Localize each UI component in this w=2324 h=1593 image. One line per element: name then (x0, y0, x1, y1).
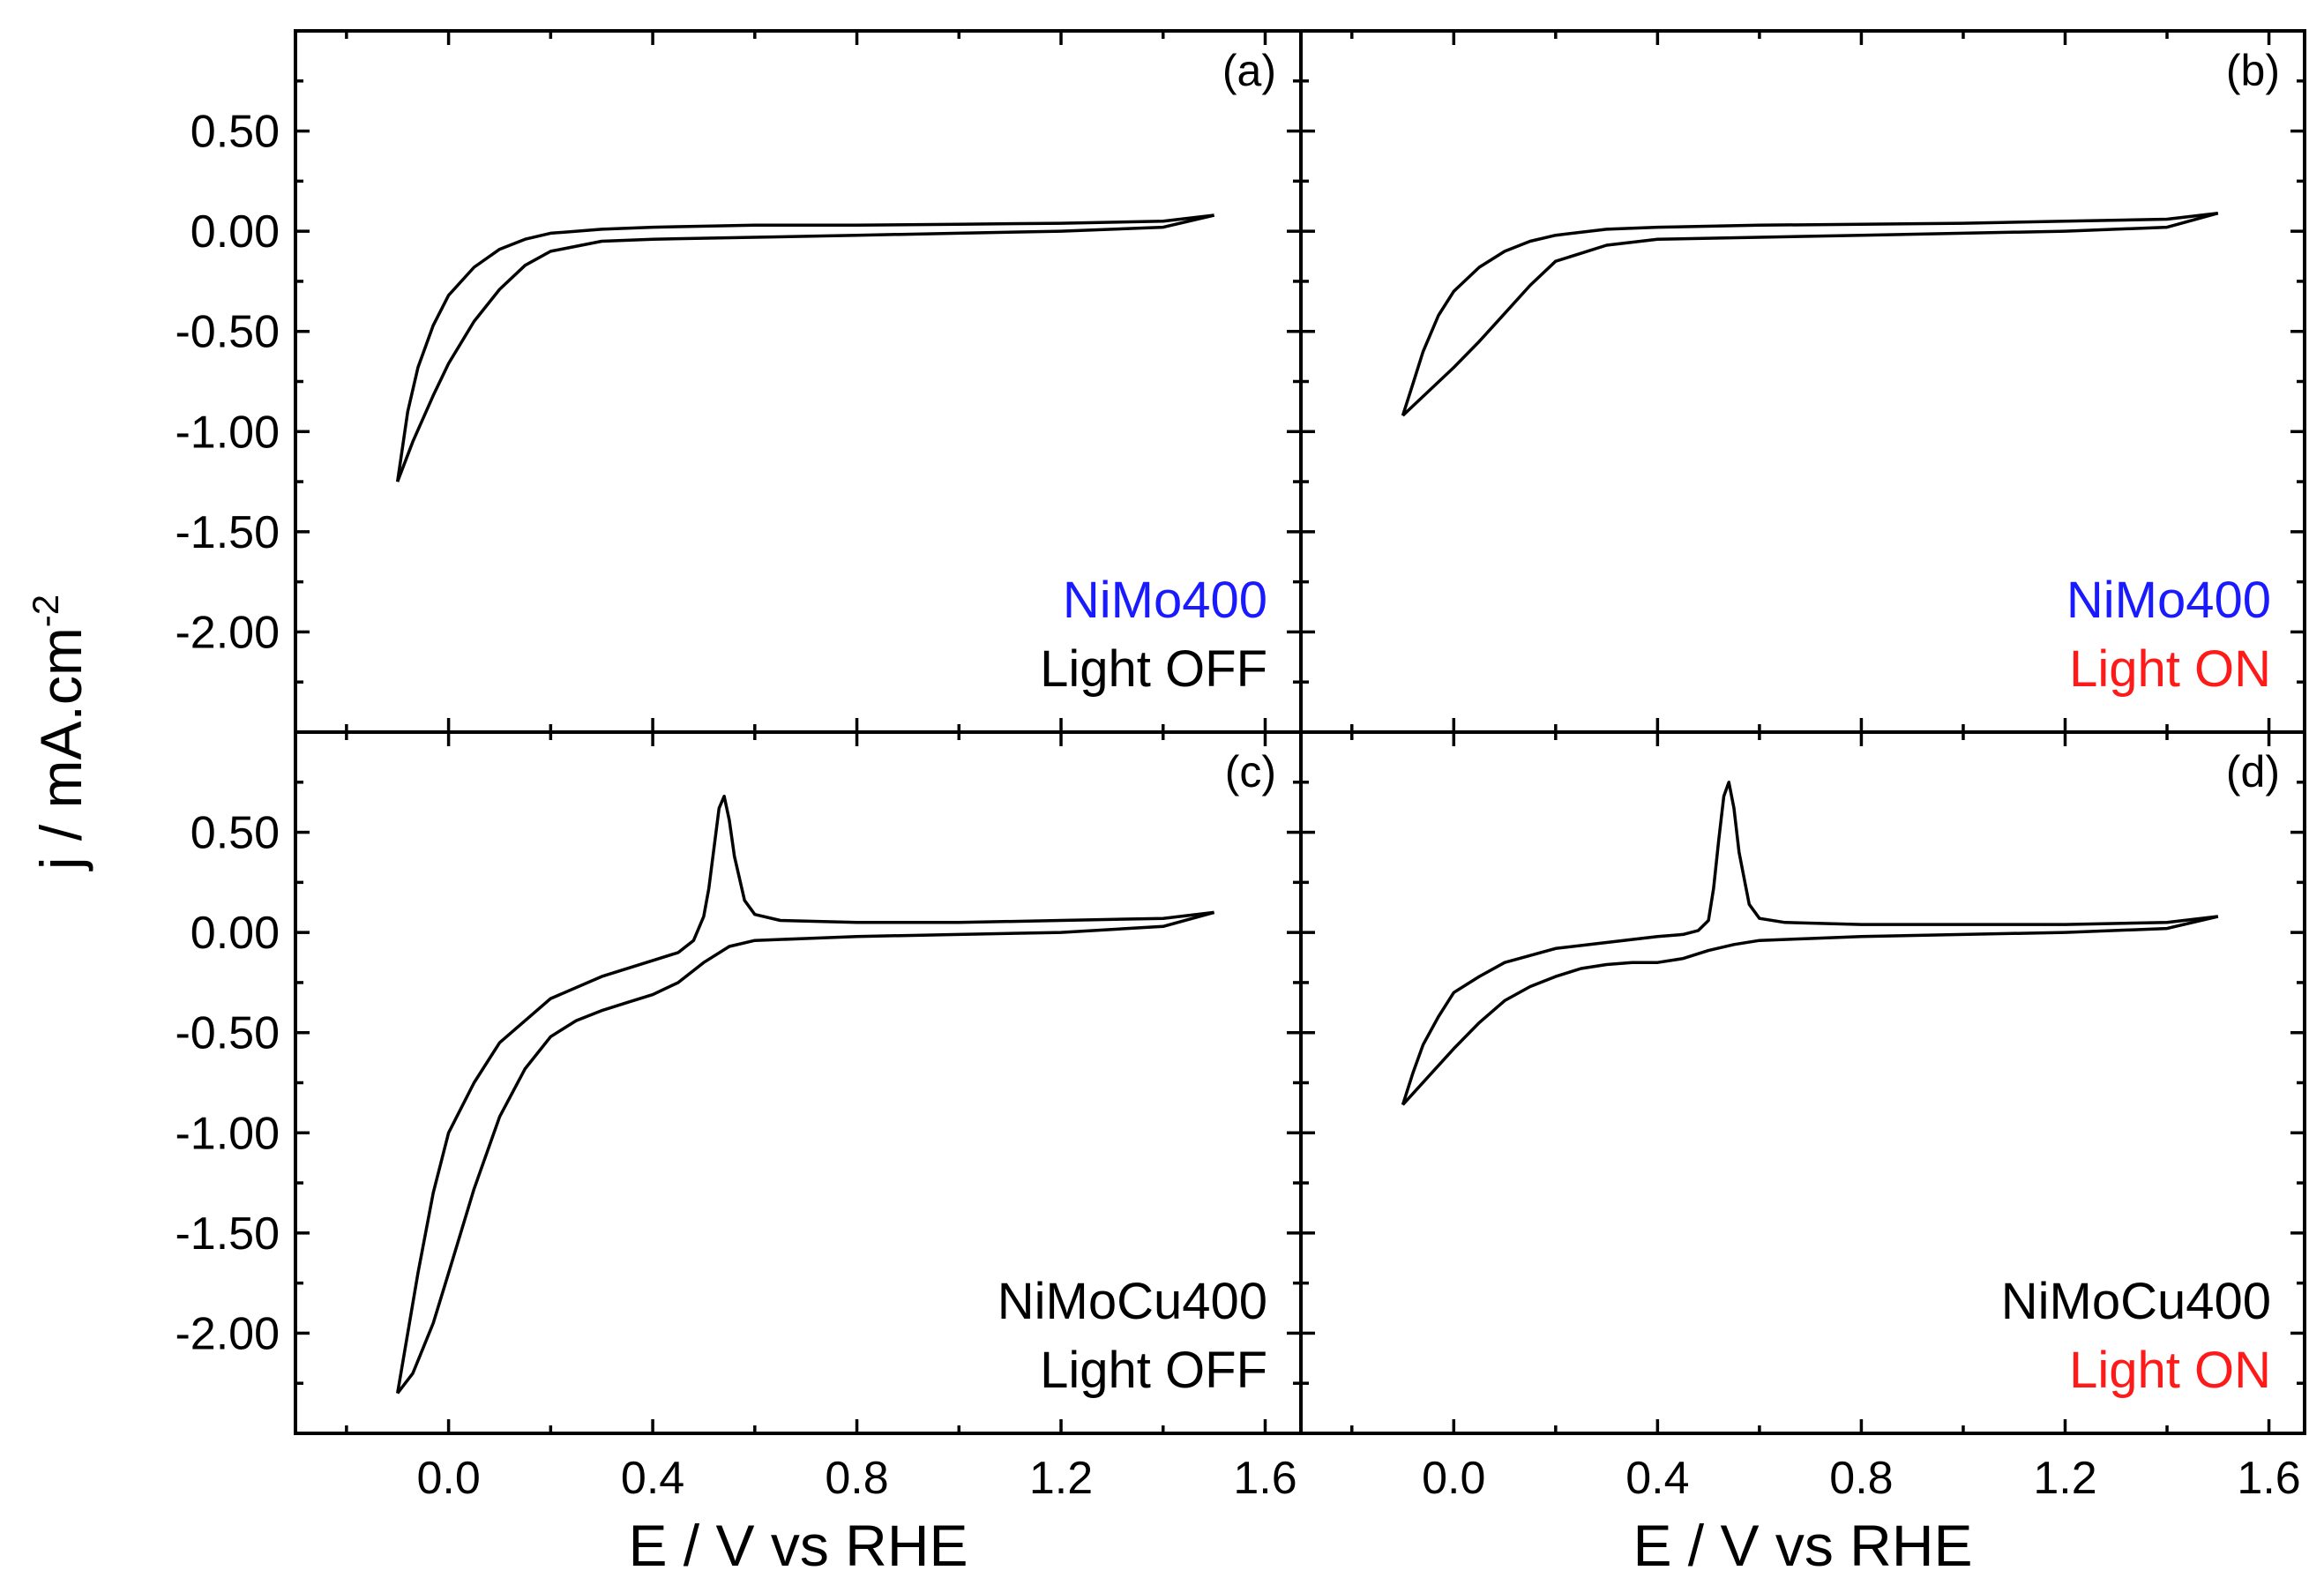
cv-reverse-sweep (395, 213, 1214, 482)
light-label: Light ON (2069, 640, 2271, 698)
x-axis-title: E / V vs RHE (1633, 1513, 1972, 1578)
plot-layer: 0.50 0.00 -0.50 -1.00 -1.50 -2.00 (a) NiMo400 Li… (25, 29, 2306, 1578)
light-label: Light OFF (1040, 1342, 1267, 1399)
x-tick-label: 0.0 (416, 1453, 480, 1504)
y-axis-title-main: j / mA.cm (28, 627, 93, 871)
panel-d: 0.0 0.4 0.8 1.2 1.6 E / V vs RHE (d) NiMoCu400 L… (1299, 730, 2306, 1578)
cv-forward-sweep (396, 910, 1215, 1395)
x-tick-label: 1.2 (1029, 1453, 1093, 1504)
x-tick-label: 1.2 (2033, 1453, 2096, 1504)
y-tick-label: -1.50 (175, 1208, 280, 1260)
light-label: Light OFF (1040, 640, 1267, 698)
y-tick-label: -2.00 (175, 607, 280, 658)
y-tick-label: 0.50 (191, 107, 280, 158)
x-axis-title: E / V vs RHE (628, 1513, 968, 1578)
x-tick-label: 0.8 (825, 1453, 888, 1504)
y-tick-label: 0.50 (191, 808, 280, 859)
light-label: Light ON (2069, 1342, 2271, 1399)
panel-tag: (c) (1225, 747, 1276, 796)
panel-tag: (b) (2226, 46, 2280, 95)
cv-reverse-sweep (1401, 211, 2219, 416)
panel-tag: (a) (1222, 46, 1276, 95)
y-axis-title: j / mA.cm-2 (25, 595, 93, 871)
x-tick-label: 0.4 (621, 1453, 684, 1504)
y-tick-label: -1.00 (175, 407, 280, 458)
x-tick-label: 1.6 (2237, 1453, 2300, 1504)
y-tick-label: -1.00 (175, 1108, 280, 1159)
panel-tag: (d) (2226, 747, 2280, 796)
panel-a: 0.50 0.00 -0.50 -1.00 -1.50 -2.00 (a) NiMo400 Li… (175, 29, 1303, 734)
sample-label: NiMo400 (1063, 572, 1267, 629)
x-tick-label: 0.4 (1625, 1453, 1689, 1504)
x-tick-label: 0.0 (1422, 1453, 1485, 1504)
y-tick-label: -1.50 (175, 507, 280, 558)
panel-b: (b) NiMo400 Light ON (1299, 29, 2306, 734)
cv-forward-sweep (1401, 212, 2219, 417)
y-tick-label: 0.00 (191, 908, 280, 959)
y-tick-label: -0.50 (175, 1008, 280, 1059)
x-tick-label: 1.6 (1233, 1453, 1297, 1504)
cv-reverse-sweep (1401, 781, 2219, 1106)
y-tick-label: -2.00 (175, 1308, 280, 1359)
sample-label: NiMoCu400 (2001, 1273, 2271, 1330)
cv-reverse-sweep (395, 794, 1214, 1394)
y-tick-label: -0.50 (175, 307, 280, 358)
sample-label: NiMoCu400 (998, 1273, 1267, 1330)
x-tick-label: 0.8 (1829, 1453, 1893, 1504)
cv-forward-sweep (396, 213, 1215, 482)
sample-label: NiMo400 (2066, 572, 2271, 629)
y-tick-label: 0.00 (191, 206, 280, 258)
y-axis-title-superscript: -2 (25, 595, 66, 627)
cv-forward-sweep (1401, 915, 2219, 1106)
panel-c: 0.50 0.00 -0.50 -1.00 -1.50 -2.00 0.0 0.4 0.8 1.2… (175, 730, 1303, 1578)
